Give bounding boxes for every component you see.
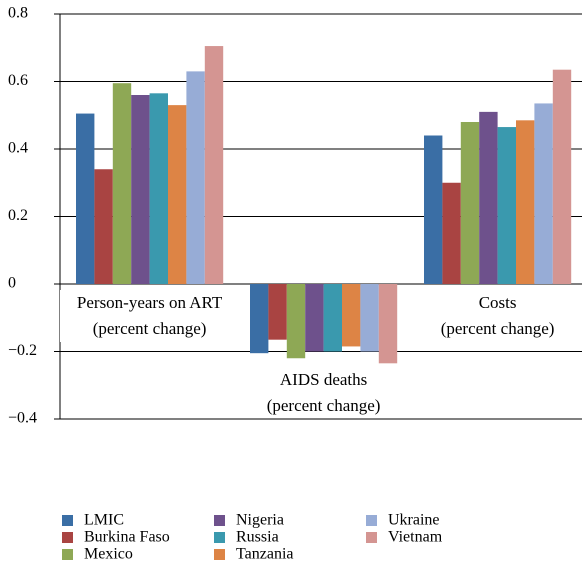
bar [168, 105, 187, 284]
bar [534, 103, 553, 284]
bar [149, 93, 168, 284]
legend-label: Tanzania [236, 546, 294, 563]
legend-label: Burkina Faso [84, 529, 170, 546]
legend-label: Vietnam [388, 529, 443, 546]
legend-swatch [62, 532, 73, 543]
bar [552, 69, 572, 284]
bar [186, 71, 205, 284]
bar [112, 83, 132, 284]
legend-label: Ukraine [388, 512, 440, 529]
y-tick-label: −0.4 [8, 410, 37, 427]
bar [131, 95, 150, 284]
bar [479, 111, 498, 284]
category-label: Person-years on ART (percent change) [59, 290, 240, 342]
bar [460, 122, 480, 284]
legend-swatch [214, 549, 225, 560]
legend-label: Russia [236, 529, 279, 546]
legend-label: Nigeria [236, 512, 284, 529]
bar [516, 120, 535, 284]
legend-swatch [62, 515, 73, 526]
legend-label: Mexico [84, 546, 133, 563]
bar [497, 127, 516, 284]
y-tick-label: 0 [8, 275, 16, 292]
bar [378, 284, 398, 364]
y-tick-label: 0.4 [8, 140, 28, 157]
legend-swatch [214, 515, 225, 526]
bar [305, 284, 324, 352]
bar [268, 284, 287, 340]
legend-swatch [366, 515, 377, 526]
y-tick-label: −0.2 [8, 342, 37, 359]
legend-swatch [62, 549, 73, 560]
legend-label: LMIC [84, 512, 124, 529]
bar [323, 284, 342, 352]
y-tick-label: 0.6 [8, 72, 28, 89]
bar [250, 284, 269, 354]
y-tick-label: 0.2 [8, 207, 28, 224]
legend-swatch [366, 532, 377, 543]
legend-swatch [214, 532, 225, 543]
bar [424, 135, 443, 284]
bar [94, 169, 113, 284]
bar [76, 113, 95, 284]
bar [204, 46, 224, 284]
category-label: Costs (percent change) [407, 290, 582, 342]
bar [286, 284, 306, 359]
bar [442, 182, 461, 284]
bar [342, 284, 361, 347]
y-tick-label: 0.8 [8, 5, 28, 22]
category-label: AIDS deaths (percent change) [266, 370, 381, 416]
bar [360, 284, 379, 352]
